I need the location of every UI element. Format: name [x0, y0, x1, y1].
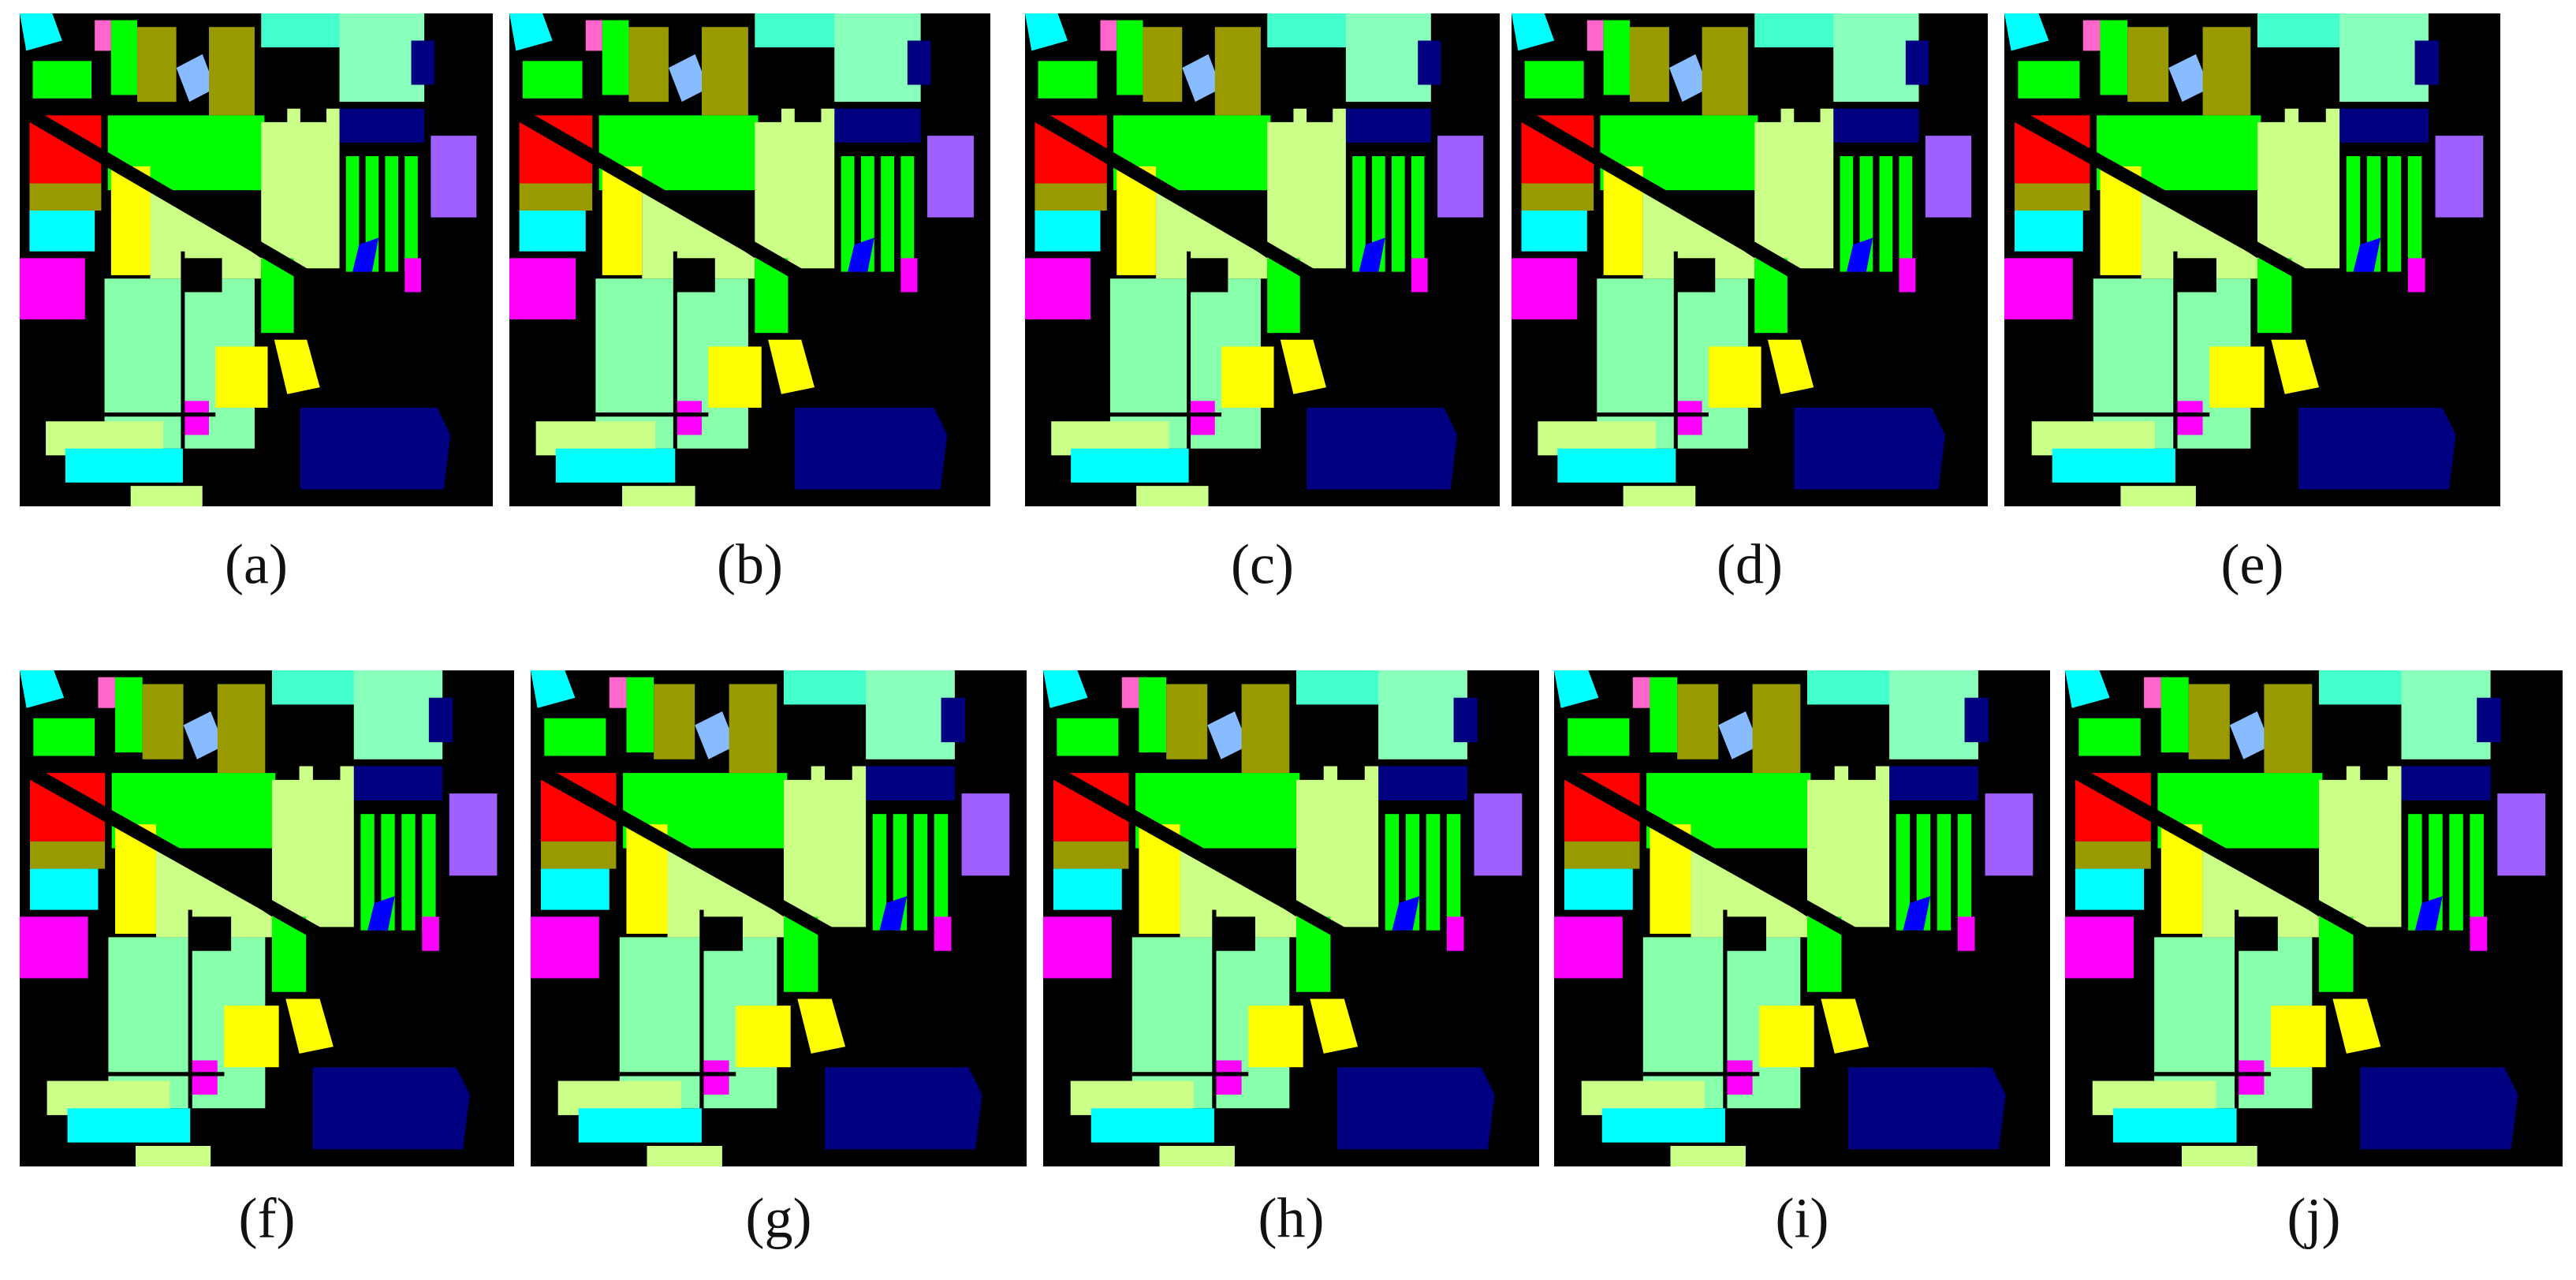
subfigure-label: (c): [1231, 533, 1294, 596]
classification-map: [509, 13, 990, 506]
classification-map: [20, 13, 493, 506]
subfigure-label: (i): [1776, 1187, 1829, 1250]
subfigure-label: (e): [2221, 533, 2284, 596]
subfigure-label: (g): [746, 1187, 812, 1250]
classification-map: [1512, 13, 1988, 506]
classification-map: [531, 670, 1027, 1166]
subfigure-label: (d): [1717, 533, 1783, 596]
classification-map: [2004, 13, 2500, 506]
classification-map: [20, 670, 514, 1166]
classification-map: [1043, 670, 1539, 1166]
classification-map: [2065, 670, 2563, 1166]
subfigure-label: (h): [1258, 1187, 1325, 1250]
subfigure-label: (f): [239, 1187, 296, 1250]
classification-map: [1554, 670, 2050, 1166]
subfigure-label: (a): [225, 533, 288, 596]
classification-map: [1025, 13, 1500, 506]
subfigure-label: (j): [2287, 1187, 2341, 1250]
subfigure-label: (b): [717, 533, 783, 596]
